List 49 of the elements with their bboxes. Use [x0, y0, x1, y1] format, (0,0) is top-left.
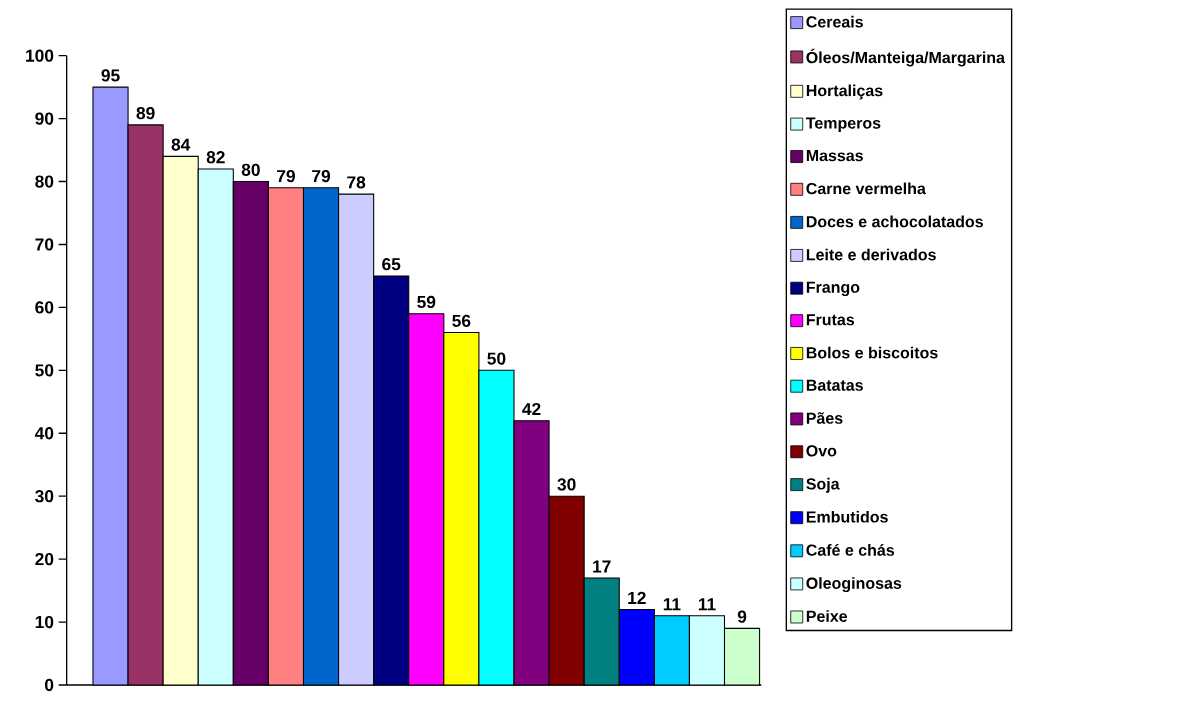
data-label: 12	[628, 591, 646, 604]
legend-label: Leite e derivados	[806, 248, 936, 261]
y-tick-label: 60	[35, 301, 54, 314]
y-tick-label: 50	[35, 364, 54, 377]
data-label: 56	[452, 314, 471, 327]
data-label: 9	[737, 610, 747, 623]
data-label: 79	[277, 169, 295, 183]
legend-label: Carne vermelha	[806, 182, 926, 195]
data-label: 79	[312, 169, 331, 183]
legend-label: Soja	[806, 477, 840, 493]
data-label: 30	[557, 478, 576, 491]
data-label: 78	[347, 176, 366, 189]
legend-label: Hortaliças	[806, 84, 883, 100]
data-label: 42	[522, 402, 541, 416]
data-label: 11	[698, 598, 716, 611]
legend-label: Massas	[806, 150, 863, 162]
legend-label: Temperos	[805, 117, 881, 132]
y-tick-label: 80	[35, 175, 54, 188]
y-tick-label: 90	[35, 112, 54, 125]
legend-label: Café e chás	[806, 543, 895, 556]
legend-label: Batatas	[806, 379, 863, 391]
legend-label: Doces e achocolatados	[806, 215, 983, 228]
legend-label: Frutas	[806, 314, 855, 326]
y-tick-label: 70	[35, 238, 54, 251]
data-label: 59	[417, 295, 436, 309]
legend-label: Embutidos	[806, 510, 888, 523]
data-label: 84	[171, 138, 191, 151]
data-label: 65	[382, 258, 401, 271]
y-tick-label: 0	[45, 678, 54, 692]
legend-label: Cereais	[806, 15, 863, 28]
data-label: 89	[136, 107, 155, 120]
legend-label: Frango	[806, 281, 860, 297]
legend-label: Peixe	[806, 610, 848, 622]
legend-label: Bolos e biscoitos	[806, 346, 938, 359]
y-tick-label: 20	[35, 552, 54, 566]
data-label: 11	[663, 598, 681, 611]
data-label: 82	[206, 151, 225, 164]
data-label: 17	[593, 560, 611, 573]
y-tick-label: 40	[34, 427, 54, 440]
legend-label: Pães	[806, 412, 843, 424]
legend-label: Óleos/Manteiga/Margarina	[806, 48, 1006, 67]
legend-label: Oleoginosas	[806, 577, 902, 593]
y-tick-label: 30	[35, 490, 54, 503]
legend-label: Ovo	[806, 445, 837, 457]
y-tick-label: 100	[26, 49, 54, 62]
data-label: 50	[487, 352, 506, 365]
data-label: 95	[101, 69, 120, 82]
y-tick-label: 10	[35, 615, 54, 629]
data-label: 80	[241, 163, 260, 176]
